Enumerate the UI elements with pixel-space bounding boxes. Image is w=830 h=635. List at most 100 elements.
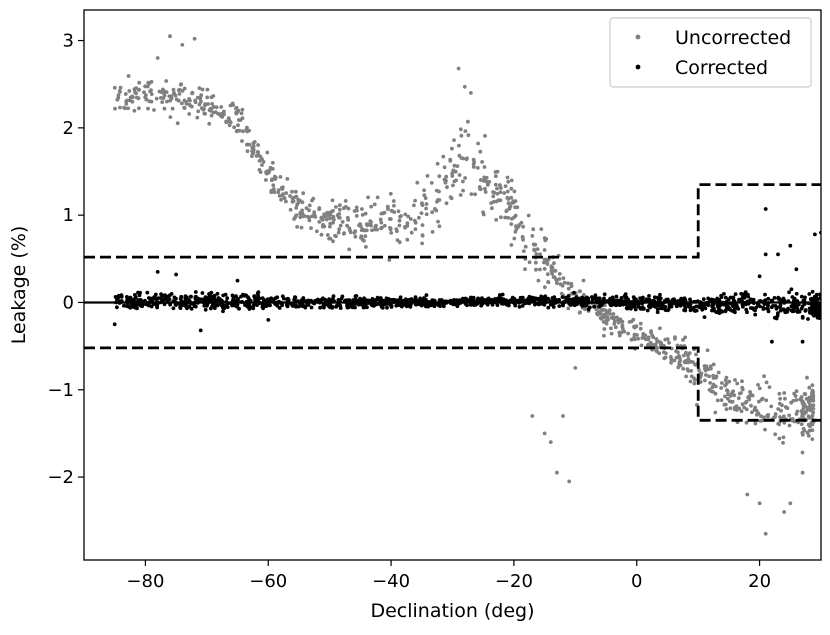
data-point: [706, 367, 711, 371]
data-point: [787, 290, 791, 295]
data-point: [212, 293, 217, 298]
data-point: [382, 210, 387, 215]
data-point: [405, 298, 410, 302]
data-point: [298, 215, 303, 220]
data-point: [189, 306, 194, 311]
data-point: [168, 98, 173, 103]
data-point: [240, 139, 244, 143]
data-point: [509, 243, 514, 247]
data-point: [445, 185, 449, 190]
data-point: [476, 296, 480, 301]
data-point: [495, 186, 499, 191]
data-point: [789, 287, 794, 292]
data-point: [602, 296, 606, 301]
data-point: [336, 230, 341, 235]
data-point: [296, 200, 301, 205]
data-point: [473, 303, 478, 307]
data-point: [817, 316, 821, 320]
data-point: [285, 177, 290, 181]
x-tick-label: 20: [748, 571, 771, 592]
data-point: [408, 217, 413, 221]
data-point: [301, 214, 306, 219]
data-point: [737, 391, 742, 396]
data-point: [462, 84, 467, 89]
data-point: [300, 304, 305, 309]
data-point: [310, 198, 314, 203]
data-point: [483, 186, 487, 191]
data-point: [424, 202, 429, 206]
data-point: [417, 215, 421, 220]
data-point: [379, 226, 383, 231]
data-point: [545, 272, 550, 277]
data-point: [130, 94, 135, 99]
data-point: [370, 297, 375, 301]
data-point: [144, 93, 148, 98]
data-point: [304, 206, 309, 211]
data-point: [443, 178, 448, 183]
data-point: [592, 304, 597, 309]
data-point: [209, 106, 214, 111]
data-point: [493, 182, 498, 187]
data-point: [375, 295, 380, 300]
data-point: [700, 307, 705, 312]
data-point: [673, 335, 677, 339]
data-point: [461, 156, 465, 161]
data-point: [293, 189, 298, 194]
data-point: [149, 88, 153, 93]
data-point: [363, 211, 368, 216]
data-point: [461, 179, 465, 184]
data-point: [797, 309, 802, 314]
data-point: [783, 310, 788, 315]
data-point: [602, 292, 607, 297]
y-tick-label: −2: [47, 467, 74, 488]
data-point: [448, 195, 453, 200]
data-point: [703, 378, 707, 383]
data-point: [413, 227, 418, 232]
data-point: [626, 331, 630, 336]
data-point: [748, 306, 753, 310]
data-point: [572, 303, 577, 307]
data-point: [684, 350, 688, 355]
data-point: [663, 304, 668, 309]
data-point: [458, 193, 463, 197]
data-point: [731, 304, 735, 309]
data-point: [533, 260, 538, 265]
data-point: [753, 405, 757, 410]
data-point: [478, 178, 483, 182]
data-point: [193, 290, 198, 294]
data-point: [698, 380, 703, 384]
data-point: [757, 386, 762, 391]
data-point: [532, 248, 537, 253]
data-point: [147, 99, 152, 104]
data-point: [649, 329, 653, 334]
data-point: [234, 111, 239, 116]
data-point: [650, 304, 655, 308]
data-point: [687, 302, 691, 307]
data-point: [420, 241, 424, 246]
data-point: [724, 407, 729, 412]
data-point: [496, 297, 500, 302]
data-point: [225, 305, 230, 309]
data-point: [448, 157, 453, 162]
data-point: [341, 206, 346, 211]
data-point: [669, 357, 674, 362]
data-point: [234, 106, 238, 111]
data-point: [328, 224, 332, 229]
data-point: [667, 340, 671, 345]
data-point: [483, 134, 487, 138]
data-point: [484, 175, 489, 180]
data-point: [457, 153, 462, 158]
data-point: [430, 230, 435, 234]
data-point: [810, 394, 814, 398]
data-point: [689, 369, 693, 373]
data-point: [807, 306, 812, 311]
data-point: [437, 189, 441, 194]
data-point: [800, 339, 805, 344]
data-point: [505, 195, 510, 200]
data-point: [647, 304, 652, 309]
data-point: [296, 197, 300, 202]
data-point: [362, 238, 366, 243]
data-point: [469, 295, 473, 300]
data-point: [143, 84, 148, 89]
data-point: [197, 102, 202, 107]
